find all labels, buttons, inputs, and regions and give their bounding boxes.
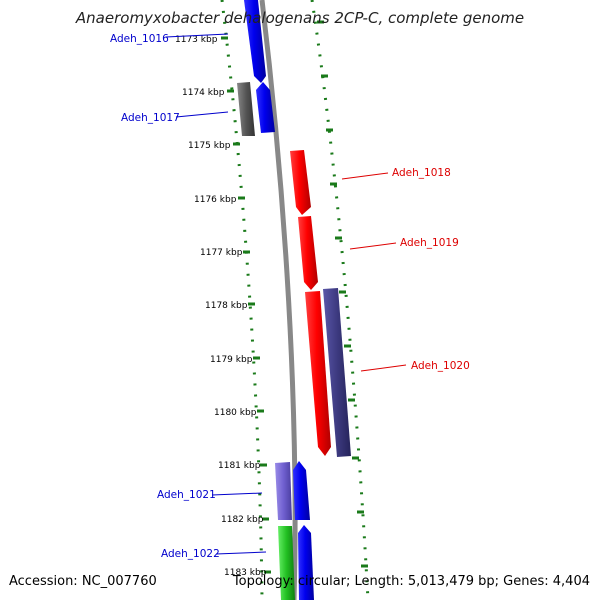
accession-text: Accession: NC_007760 xyxy=(9,574,157,589)
tick-label: 1180 kbp xyxy=(214,408,257,418)
gene-label-adeh-1017[interactable]: Adeh_1017 xyxy=(121,112,180,124)
tick-label: 1175 kbp xyxy=(188,141,231,151)
tick-label: 1176 kbp xyxy=(194,195,237,205)
tick-label: 1179 kbp xyxy=(210,355,253,365)
tick-label: 1183 kbp xyxy=(224,568,267,578)
tick-label: 1178 kbp xyxy=(205,301,248,311)
tick-label: 1177 kbp xyxy=(200,248,243,258)
feature-blue-1021[interactable] xyxy=(293,461,310,520)
feature-red-1020[interactable] xyxy=(305,291,331,456)
genome-info-text: Topology: circular; Length: 5,013,479 bp… xyxy=(232,574,590,589)
feature-green-1022[interactable] xyxy=(278,526,295,600)
tick-label: 1181 kbp xyxy=(218,461,261,471)
feature-blue-1016[interactable] xyxy=(244,0,266,83)
feature-lavender-1021[interactable] xyxy=(275,462,292,520)
feature-blue-1022[interactable] xyxy=(298,525,314,600)
label-pointers xyxy=(165,33,407,555)
feature-gray-1017[interactable] xyxy=(237,82,255,136)
gene-label-adeh-1018[interactable]: Adeh_1018 xyxy=(392,167,451,179)
inner-tick-marks xyxy=(221,36,271,574)
feature-slate-1020[interactable] xyxy=(323,288,351,457)
map-title: Anaeromyxobacter dehalogenans 2CP-C, com… xyxy=(75,9,525,27)
tick-label: 1182 kbp xyxy=(221,515,264,525)
feature-red-1018[interactable] xyxy=(290,150,311,215)
feature-red-1019[interactable] xyxy=(298,216,318,290)
inner-dotted-ring xyxy=(220,0,264,600)
gene-label-adeh-1019[interactable]: Adeh_1019 xyxy=(400,237,459,249)
feature-blue-1017[interactable] xyxy=(256,82,275,133)
outer-dotted-ring xyxy=(310,0,370,600)
gene-labels: Adeh_1016 Adeh_1017 Adeh_1018 Adeh_1019 … xyxy=(110,33,470,560)
gene-label-adeh-1016[interactable]: Adeh_1016 xyxy=(110,33,169,45)
tick-label: 1174 kbp xyxy=(182,88,225,98)
outer-tick-marks xyxy=(317,20,368,568)
gene-label-adeh-1020[interactable]: Adeh_1020 xyxy=(411,360,470,372)
gene-label-adeh-1021[interactable]: Adeh_1021 xyxy=(157,489,216,501)
tick-label: 1173 kbp xyxy=(175,35,218,45)
gene-features xyxy=(237,0,351,600)
gene-label-adeh-1022[interactable]: Adeh_1022 xyxy=(161,548,220,560)
tick-labels: 1173 kbp 1174 kbp 1175 kbp 1176 kbp 1177… xyxy=(175,35,267,578)
